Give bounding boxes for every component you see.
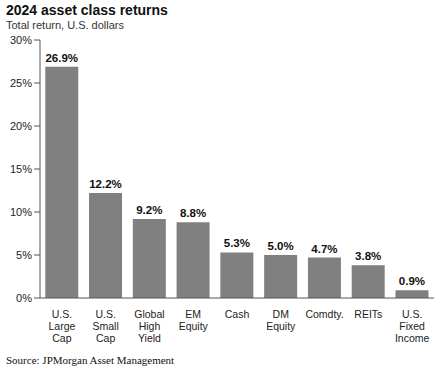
- svg-text:15%: 15%: [10, 163, 32, 175]
- svg-text:5.3%: 5.3%: [224, 237, 250, 249]
- svg-text:U.S.SmallCap: U.S.SmallCap: [93, 308, 119, 344]
- svg-text:EMEquity: EMEquity: [179, 308, 209, 332]
- svg-text:10%: 10%: [10, 206, 32, 218]
- svg-text:GlobalHighYield: GlobalHighYield: [134, 308, 164, 344]
- svg-text:26.9%: 26.9%: [45, 52, 78, 64]
- svg-text:25%: 25%: [10, 77, 32, 89]
- svg-text:Comdty.: Comdty.: [305, 308, 343, 320]
- html-text:Total return, U.S. dollars: Total return, U.S. dollars: [6, 19, 124, 31]
- svg-text:30%: 30%: [10, 34, 32, 46]
- svg-text:Cash: Cash: [225, 308, 250, 320]
- html-text:Source: JPMorgan Asset Managem: Source: JPMorgan Asset Management: [6, 354, 175, 366]
- svg-text:U.S.LargeCap: U.S.LargeCap: [48, 308, 75, 344]
- svg-text:U.S.FixedIncome: U.S.FixedIncome: [395, 308, 430, 344]
- svg-text:DMEquity: DMEquity: [266, 308, 296, 332]
- svg-text:12.2%: 12.2%: [89, 178, 122, 190]
- svg-text:5.0%: 5.0%: [268, 240, 294, 252]
- svg-text:0%: 0%: [16, 292, 32, 304]
- svg-text:0.9%: 0.9%: [399, 275, 425, 287]
- svg-text:8.8%: 8.8%: [180, 207, 206, 219]
- svg-text:5%: 5%: [16, 249, 32, 261]
- svg-text:9.2%: 9.2%: [136, 204, 162, 216]
- svg-text:REITs: REITs: [354, 308, 382, 320]
- svg-text:4.7%: 4.7%: [311, 243, 337, 255]
- svg-text:20%: 20%: [10, 120, 32, 132]
- svg-text:3.8%: 3.8%: [355, 250, 381, 262]
- html-text:2024 asset class returns: 2024 asset class returns: [6, 2, 168, 18]
